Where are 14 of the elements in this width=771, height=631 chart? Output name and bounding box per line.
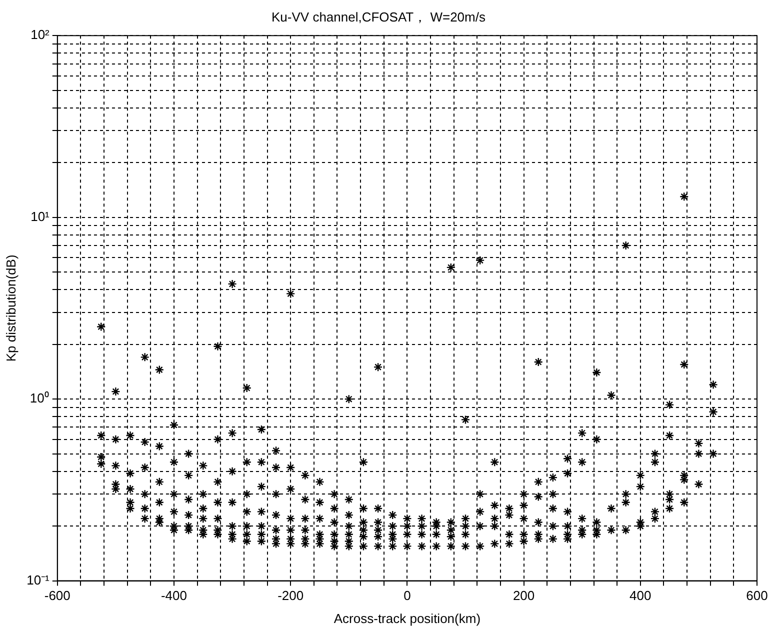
y-axis-title: Kp distribution(dB)	[3, 254, 18, 362]
x-tick-label: 400	[630, 588, 652, 604]
y-tick-label: 10⁰	[30, 390, 50, 406]
chart-title: Ku-VV channel,CFOSAT， W=20m/s	[272, 9, 486, 24]
y-tick-label: 10⁻¹	[26, 572, 50, 588]
x-axis-title: Across-track position(km)	[334, 610, 481, 626]
x-tick-label: 0	[404, 588, 411, 604]
x-tick-label: -200	[278, 588, 304, 604]
y-tick-label: 10²	[30, 27, 50, 42]
x-tick-label: 200	[512, 588, 535, 604]
x-tick-label: 600	[746, 588, 768, 604]
y-tick-label: 10¹	[30, 208, 50, 224]
x-tick-label: -400	[160, 588, 188, 604]
x-tick-label: -600	[44, 588, 70, 604]
